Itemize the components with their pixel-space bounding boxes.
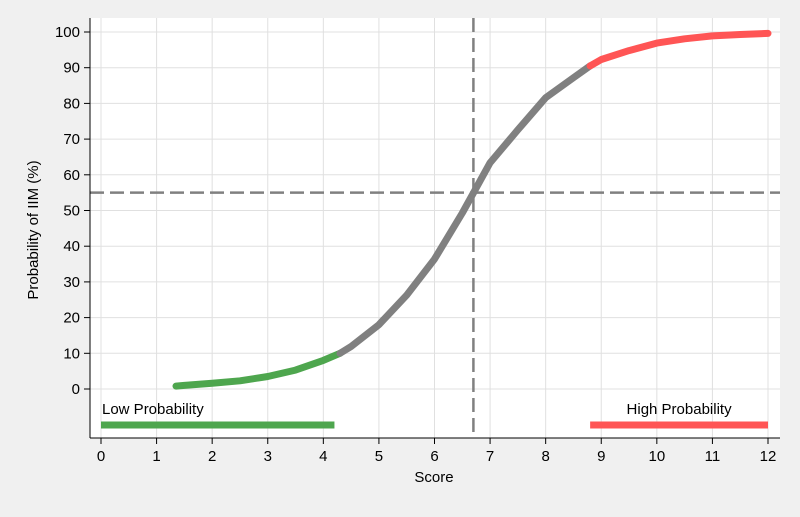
y-tick-label: 30 — [63, 274, 80, 291]
y-tick-label: 40 — [63, 238, 80, 255]
curve-segment-high — [586, 29, 772, 70]
y-tick-label: 10 — [63, 345, 80, 362]
x-tick-label: 7 — [486, 448, 494, 465]
y-axis-ticks: 0 10 20 30 40 50 60 70 80 90 100 — [55, 24, 90, 398]
y-tick-label: 20 — [63, 310, 80, 327]
y-tick-label: 80 — [63, 95, 80, 112]
y-tick-label: 90 — [63, 60, 80, 77]
y-tick-label: 100 — [55, 24, 80, 41]
curve-segment-low — [172, 349, 344, 390]
x-tick-label: 4 — [319, 448, 327, 465]
x-tick-label: 10 — [648, 448, 665, 465]
probability-bands: Low Probability High Probability — [101, 401, 768, 429]
x-tick-label: 2 — [208, 448, 216, 465]
x-tick-label: 9 — [597, 448, 605, 465]
low-probability-label: Low Probability — [102, 401, 204, 418]
y-axis-label: Probability of IIM (%) — [25, 160, 42, 299]
probability-curve — [172, 29, 772, 390]
x-tick-label: 11 — [705, 448, 721, 465]
x-tick-label: 5 — [375, 448, 383, 465]
y-tick-label: 0 — [72, 381, 80, 398]
x-axis-label: Score — [414, 469, 453, 486]
reference-lines — [90, 18, 780, 438]
curve-segment-middle — [336, 62, 594, 357]
high-probability-label: High Probability — [627, 401, 733, 418]
y-tick-label: 70 — [63, 131, 80, 148]
x-tick-label: 8 — [541, 448, 549, 465]
y-tick-label: 50 — [63, 203, 80, 220]
y-tick-label: 60 — [63, 167, 80, 184]
x-axis-ticks: 0 1 2 3 4 5 6 7 8 9 10 11 12 — [97, 438, 777, 465]
x-tick-label: 0 — [97, 448, 105, 465]
x-tick-label: 6 — [430, 448, 438, 465]
x-tick-label: 3 — [264, 448, 272, 465]
x-tick-label: 1 — [152, 448, 160, 465]
x-tick-label: 12 — [760, 448, 777, 465]
grid-lines — [90, 18, 780, 438]
